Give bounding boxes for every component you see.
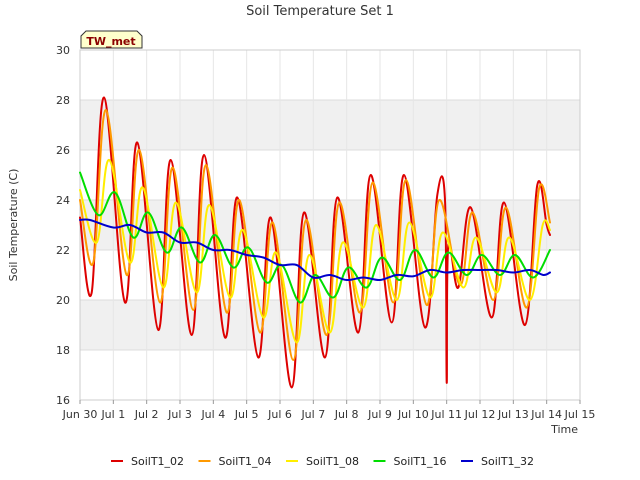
x-tick-label: Jul 12 bbox=[464, 408, 496, 421]
legend-label: SoilT1_08 bbox=[306, 455, 359, 468]
x-tick-label: Jul 8 bbox=[334, 408, 359, 421]
x-tick-label: Jul 5 bbox=[234, 408, 259, 421]
site-tag-box bbox=[80, 30, 143, 49]
x-tick-label: Jul 1 bbox=[100, 408, 125, 421]
y-tick-label: 18 bbox=[56, 344, 70, 357]
y-axis-ticks: 16 18 20 22 24 26 28 30 bbox=[56, 44, 70, 407]
y-tick-label: 26 bbox=[56, 144, 70, 157]
legend-item: SoilT1_32 bbox=[461, 455, 534, 468]
y-tick-label: 20 bbox=[56, 294, 70, 307]
chart-title: Soil Temperature Set 1 bbox=[246, 4, 394, 19]
x-tick-label: Jun 30 bbox=[62, 408, 98, 421]
y-tick-label: 28 bbox=[56, 94, 70, 107]
legend-item: SoilT1_04 bbox=[198, 455, 272, 468]
legend-label: SoilT1_04 bbox=[219, 455, 272, 468]
x-axis-label: Time bbox=[550, 423, 578, 436]
background-band bbox=[80, 150, 580, 200]
series-line-soilt1-04 bbox=[79, 108, 551, 362]
series-line-soilt1-16 bbox=[79, 171, 551, 304]
y-tick-label: 24 bbox=[56, 194, 70, 207]
background-band bbox=[80, 50, 580, 100]
x-tick-label: Jul 13 bbox=[497, 408, 529, 421]
y-tick-label: 30 bbox=[56, 44, 70, 57]
x-tick-label: Jul 2 bbox=[134, 408, 159, 421]
x-axis-ticks: Jun 30 Jul 1 Jul 2 Jul 3 Jul 4 Jul 5 Jul 6 Jul … bbox=[62, 400, 596, 421]
x-tick-label: Jul 15 bbox=[564, 408, 596, 421]
site-tag-label: TW_met bbox=[86, 35, 135, 48]
legend: SoilT1_02 SoilT1_04 SoilT1_08 SoilT1_16 Soil… bbox=[111, 455, 534, 468]
series-layer bbox=[79, 96, 551, 389]
series-line-soilt1-32 bbox=[79, 218, 551, 282]
x-tick-label: Jul 6 bbox=[267, 408, 292, 421]
x-tick-label: Jul 14 bbox=[530, 408, 562, 421]
background-band bbox=[80, 100, 580, 150]
legend-item: SoilT1_08 bbox=[286, 455, 359, 468]
y-axis-label: Soil Temperature (C) bbox=[7, 169, 20, 282]
legend-label: SoilT1_32 bbox=[481, 455, 534, 468]
x-tick-label: Jul 3 bbox=[167, 408, 192, 421]
x-tick-label: Jul 10 bbox=[397, 408, 429, 421]
x-tick-label: Jul 11 bbox=[430, 408, 462, 421]
background-band bbox=[80, 200, 580, 250]
x-tick-label: Jul 7 bbox=[300, 408, 325, 421]
y-tick-label: 22 bbox=[56, 244, 70, 257]
background-band bbox=[80, 350, 580, 400]
x-tick-label: Jul 4 bbox=[200, 408, 225, 421]
legend-label: SoilT1_16 bbox=[394, 455, 447, 468]
plot-background-bands bbox=[80, 50, 580, 400]
site-tag: TW_met bbox=[80, 30, 143, 49]
y-tick-label: 16 bbox=[56, 394, 70, 407]
legend-item: SoilT1_16 bbox=[373, 455, 447, 468]
legend-item: SoilT1_02 bbox=[111, 455, 184, 468]
series-line-soilt1-08 bbox=[79, 158, 551, 344]
x-tick-label: Jul 9 bbox=[367, 408, 392, 421]
legend-label: SoilT1_02 bbox=[131, 455, 184, 468]
